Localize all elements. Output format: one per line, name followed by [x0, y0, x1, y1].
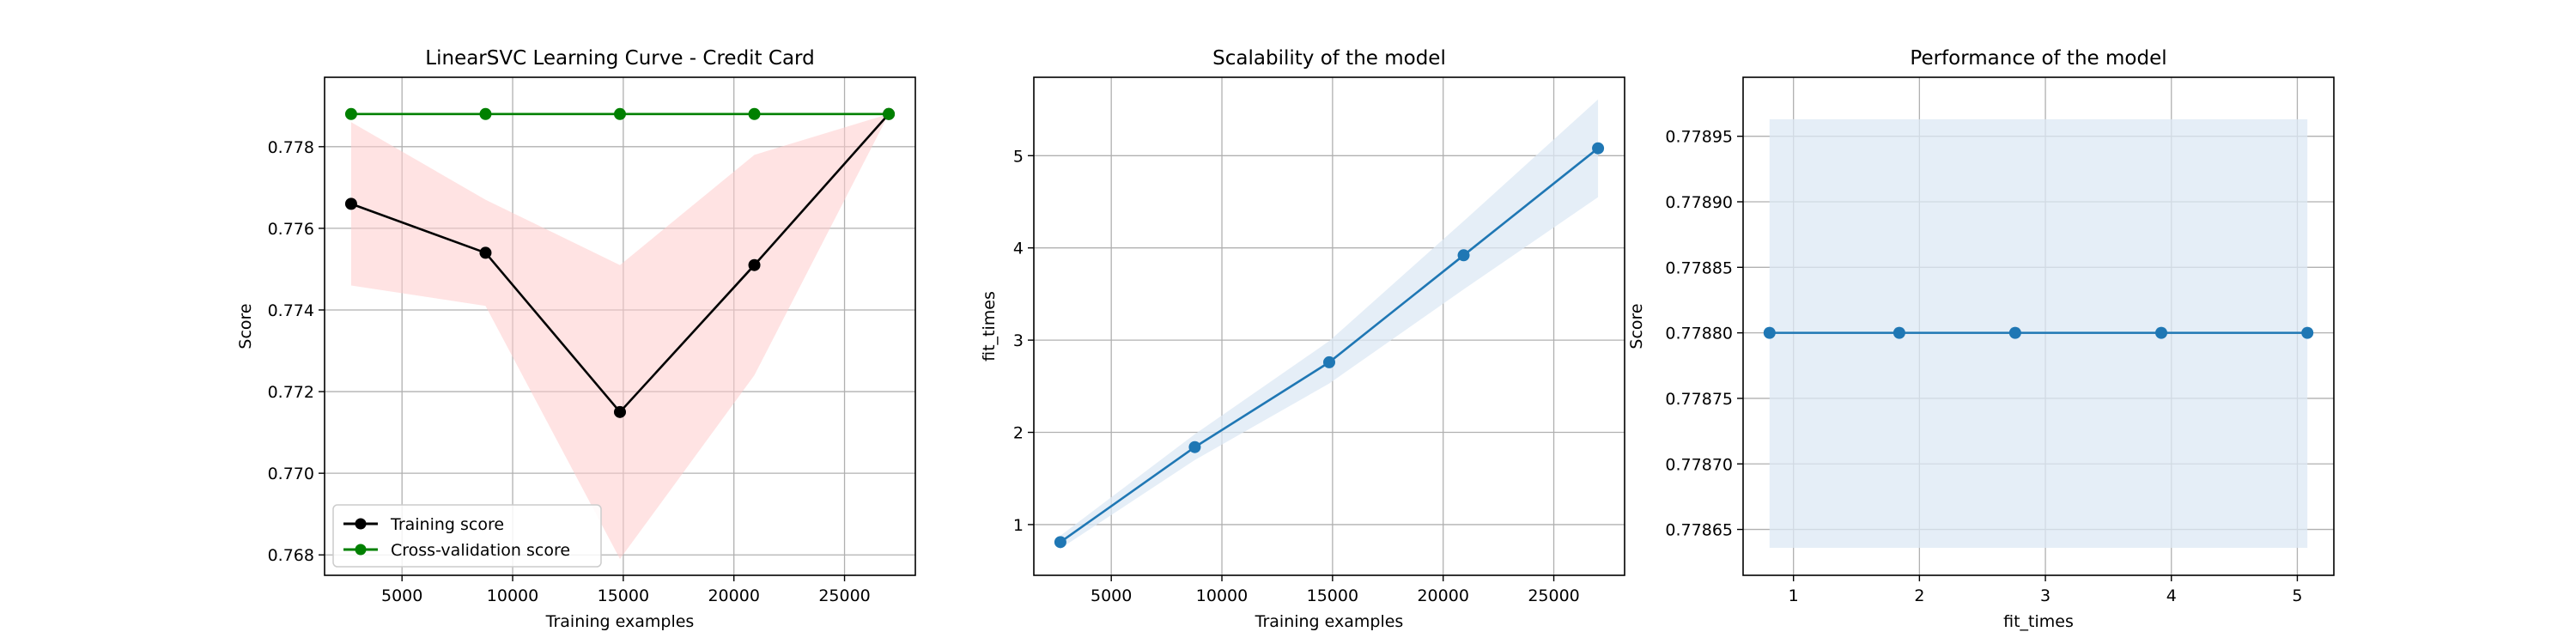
learning-curve-ytick-label: 0.770 — [268, 465, 314, 483]
performance-ytick-label: 0.77890 — [1665, 193, 1733, 212]
scalability-series-0-point — [1457, 249, 1470, 262]
performance-axes-frame — [1742, 76, 2335, 576]
performance-series-0-point — [2301, 326, 2314, 339]
scalability-ytick-label: 2 — [1013, 424, 1024, 443]
learning-curve-series-0-band — [350, 113, 890, 559]
scalability-title: Scalability of the model — [1212, 47, 1446, 70]
legend-training-marker — [355, 518, 367, 530]
performance-ytick-label: 0.77865 — [1665, 521, 1733, 540]
scalability-series-0-point — [1188, 440, 1201, 453]
legend: Training score Cross-validation score — [332, 504, 602, 568]
learning-curve-series-0-point — [748, 258, 761, 271]
legend-frame — [332, 504, 602, 568]
scalability-series-0-band — [1060, 99, 1599, 549]
scalability-xtick-label: 10000 — [1196, 586, 1248, 605]
performance-ytick-label: 0.77870 — [1665, 455, 1733, 474]
learning-curve-ylabel: Score — [236, 303, 255, 349]
legend-cv-label: Cross-validation score — [391, 541, 570, 560]
scalability-ylabel: fit_times — [980, 291, 999, 361]
learning-curve-ytick-label: 0.774 — [268, 301, 314, 320]
scalability-ytick-label: 1 — [1013, 516, 1024, 535]
performance-xtick-label: 4 — [2166, 586, 2177, 605]
scalability-xlabel: Training examples — [1255, 612, 1404, 631]
performance-ytick-label: 0.77875 — [1665, 390, 1733, 409]
scalability-ytick-label: 5 — [1013, 147, 1024, 166]
learning-curve-series-1-point — [883, 107, 896, 120]
learning-curve-axes-frame — [324, 76, 916, 576]
learning-curve-xlabel: Training examples — [545, 612, 695, 631]
scalability-series-0-point — [1323, 355, 1335, 368]
learning-curve-xtick-label: 10000 — [487, 586, 538, 605]
learning-curve-series-1-point — [344, 107, 357, 120]
scalability-xtick-label: 25000 — [1528, 586, 1579, 605]
learning-curve-xtick-label: 5000 — [381, 586, 422, 605]
learning-curve-series-1-point — [748, 107, 761, 120]
learning-curve-ytick-label: 0.778 — [268, 138, 314, 157]
performance-ylabel: Score — [1627, 303, 1646, 349]
scalability-ytick-label: 3 — [1013, 331, 1024, 350]
learning-curve-series-1-point — [479, 107, 492, 120]
performance-xlabel: fit_times — [2003, 612, 2074, 631]
performance-xtick-label: 2 — [1914, 586, 1924, 605]
performance-series-0-point — [2155, 326, 2168, 339]
scalability-xtick-label: 15000 — [1307, 586, 1358, 605]
learning-curve-ytick-label: 0.776 — [268, 220, 314, 239]
legend-cv-marker — [355, 544, 367, 556]
scalability-series-0-point — [1592, 142, 1605, 155]
performance-series-0-point — [1763, 326, 1776, 339]
performance-series-0-point — [1893, 326, 1905, 339]
learning-curve-xtick-label: 20000 — [708, 586, 759, 605]
scalability-ytick-label: 4 — [1013, 240, 1024, 258]
scalability-xtick-label: 5000 — [1091, 586, 1132, 605]
legend-training-label: Training score — [390, 515, 504, 534]
scalability-series-0-point — [1054, 536, 1066, 549]
scalability-xtick-label: 20000 — [1417, 586, 1468, 605]
learning-curve-panel: LinearSVC Learning Curve - Credit Card 5… — [236, 47, 916, 631]
performance-ytick-label: 0.77880 — [1665, 325, 1733, 343]
learning-curve-series-0-point — [614, 405, 626, 418]
scalability-panel: Scalability of the model 5000 10000 15000 2… — [980, 47, 1625, 631]
scalability-axes-frame — [1033, 76, 1625, 576]
learning-curve-xtick-label: 25000 — [818, 586, 870, 605]
performance-xtick-label: 3 — [2040, 586, 2050, 605]
performance-ytick-label: 0.77895 — [1665, 128, 1733, 147]
performance-xtick-label: 1 — [1789, 586, 1799, 605]
performance-panel: Performance of the model 1 2 3 4 5 0.77865 0.… — [1627, 47, 2335, 631]
performance-xtick-label: 5 — [2292, 586, 2302, 605]
learning-curve-series-1-point — [614, 107, 626, 120]
learning-curve-ytick-label: 0.772 — [268, 383, 314, 402]
learning-curve-ytick-label: 0.768 — [268, 546, 314, 565]
learning-curve-series-0-point — [344, 197, 357, 210]
performance-title: Performance of the model — [1910, 47, 2166, 70]
performance-ytick-label: 0.77885 — [1665, 258, 1733, 277]
learning-curve-xtick-label: 15000 — [598, 586, 649, 605]
learning-curve-title: LinearSVC Learning Curve - Credit Card — [425, 47, 814, 70]
learning-curve-series-0-point — [479, 246, 492, 259]
performance-series-0-point — [2008, 326, 2021, 339]
